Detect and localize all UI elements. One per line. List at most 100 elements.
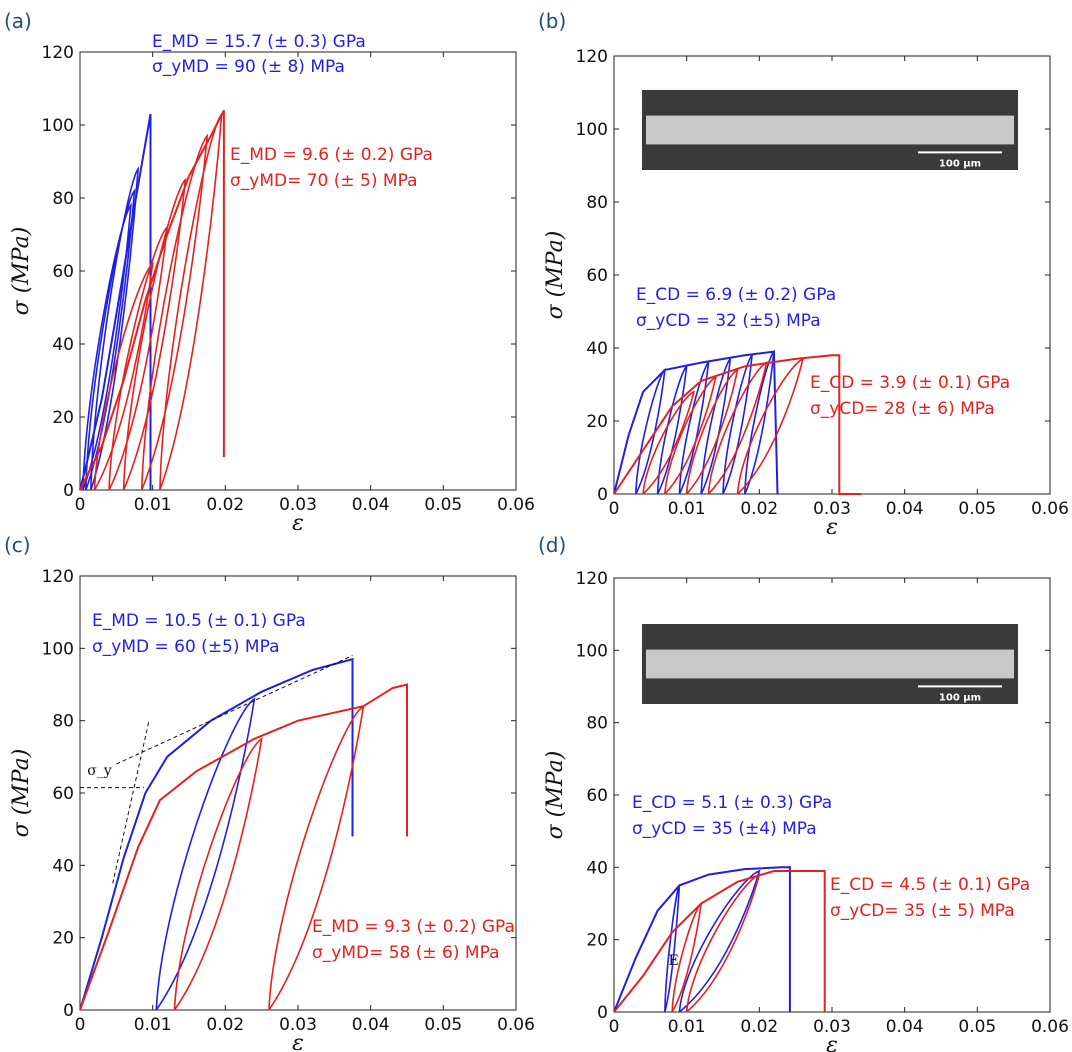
x-tick-label: 0.03 [279,1015,317,1035]
y-axis-label: σ (MPa) [543,231,568,320]
modulus-tangent-line [112,720,150,884]
annotation-blue: σ_yMD = 90 (± 8) MPa [152,57,345,77]
series-blue-cycle [664,885,681,1013]
annotation-red: E_CD = 4.5 (± 0.1) GPa [830,875,1030,895]
series-blue-cycle [678,869,761,1013]
y-axis-label: σ (MPa) [9,227,34,316]
x-axis-label: ε [826,515,838,540]
series-red-curve [613,354,862,495]
y-axis-label: σ (MPa) [543,751,568,840]
series-red-cycle [685,873,761,1013]
annotation-red: σ_yMD= 58 (± 6) MPa [312,943,499,963]
series-blue-cycle [700,356,732,495]
y-tick-label: 100 [42,639,74,659]
inset-film-layer [646,115,1014,145]
x-tick-label: 0.03 [279,495,317,515]
x-tick-label: 0.01 [134,495,172,515]
scale-bar-label: 100 µm [939,692,981,703]
y-tick-label: 40 [586,339,608,359]
annotation-red: σ_yCD= 28 (± 6) MPa [810,399,995,419]
y-tick-label: 0 [597,1003,608,1023]
y-tick-label: 80 [52,712,74,732]
x-tick-label: 0 [75,495,86,515]
series-red-cycle [685,368,739,495]
series-blue-cycle [82,202,132,491]
x-tick-label: 0.01 [134,1015,172,1035]
annotation-red: σ_yCD= 35 (± 5) MPa [830,901,1015,921]
y-tick-label: 60 [52,262,74,282]
y-tick-label: 20 [52,929,74,949]
y-axis-label: σ (MPa) [9,749,34,838]
y-tick-label: 0 [597,485,608,505]
y-tick-label: 100 [576,641,608,661]
series-blue-cycle [90,166,140,491]
x-tick-label: 0.04 [886,1017,924,1037]
x-tick-label: 0.01 [668,499,706,519]
x-tick-label: 0.05 [424,495,462,515]
x-tick-label: 0 [609,1017,620,1037]
series-red-cycle [140,133,209,491]
y-tick-label: 20 [52,408,74,428]
y-tick-label: 20 [586,412,608,432]
y-tick-label: 40 [52,335,74,355]
x-tick-label: 0.05 [424,1015,462,1035]
x-tick-label: 0.02 [206,495,244,515]
panel-label: (c) [4,533,31,557]
x-tick-label: 0.03 [813,499,851,519]
panel-c: (c) 0 20 40 60 80 100 120 0 0.01 0.02 0.03 0.04 0.05 0… [4,533,535,1052]
series-red-curve [79,683,408,1011]
series-blue-cycle [678,360,710,495]
y-tick-label: 0 [63,481,74,501]
series-blue-cycle [635,367,666,495]
series-red-cycle [122,177,187,491]
annotation-blue: E_MD = 10.5 (± 0.1) GPa [92,611,306,631]
y-tick-label: 0 [63,1001,74,1021]
series-red-cycle [93,261,154,491]
series-red-cycle [642,390,696,495]
x-tick-label: 0.06 [1031,1017,1069,1037]
y-tick-label: 120 [576,47,608,67]
x-tick-label: 0.04 [352,1015,390,1035]
series-blue-curve [79,657,354,1011]
series-blue-curve [613,866,791,1013]
y-tick-label: 60 [586,786,608,806]
scale-bar-label: 100 µm [939,158,981,169]
annotation-red: E_MD = 9.6 (± 0.2) GPa [230,145,433,165]
x-axis-label: ε [826,1033,838,1052]
x-tick-label: 0.06 [1031,499,1069,519]
x-axis-label: ε [292,511,304,536]
y-tick-label: 120 [576,569,608,589]
y-tick-label: 80 [586,714,608,734]
y-tick-label: 120 [42,43,74,63]
y-tick-label: 60 [52,784,74,804]
series-blue-cycle [155,697,256,1011]
y-tick-label: 80 [586,193,608,213]
inset-film-layer [646,649,1014,679]
y-tick-label: 40 [586,858,608,878]
annotation-blue: E_CD = 5.1 (± 0.3) GPa [632,793,832,813]
panel-d: (d) 0 20 40 60 80 100 120 0 0.01 0.02 0.03 0.04 0.05 0… [538,533,1069,1052]
series-red-cycle [173,737,263,1011]
y-tick-label: 100 [42,116,74,136]
hardening-tangent-line [116,655,353,765]
series-red-curve [613,870,826,1013]
x-tick-label: 0 [609,499,620,519]
y-tick-label: 20 [586,931,608,951]
annotation-blue: σ_yCD = 32 (±5) MPa [636,311,821,331]
panel-label: (d) [538,533,566,557]
series-red-cycle [159,111,223,491]
y-tick-label: 120 [42,567,74,587]
x-tick-label: 0.06 [497,495,535,515]
annotation-blue: E_MD = 15.7 (± 0.3) GPa [152,32,366,52]
series-red-cycle [707,361,768,495]
x-axis-label: ε [292,1031,304,1052]
series-blue-curve [613,350,779,495]
annotation-blue: σ_yMD = 60 (±5) MPa [92,637,279,657]
series-red-cycle [736,357,805,495]
annotation-blue: σ_yCD = 35 (±4) MPa [632,819,817,839]
series-red-cycle [268,704,365,1011]
x-tick-label: 0.06 [497,1015,535,1035]
y-tick-label: 80 [52,189,74,209]
modulus-label: E [669,953,679,969]
x-tick-label: 0.02 [740,1017,778,1037]
